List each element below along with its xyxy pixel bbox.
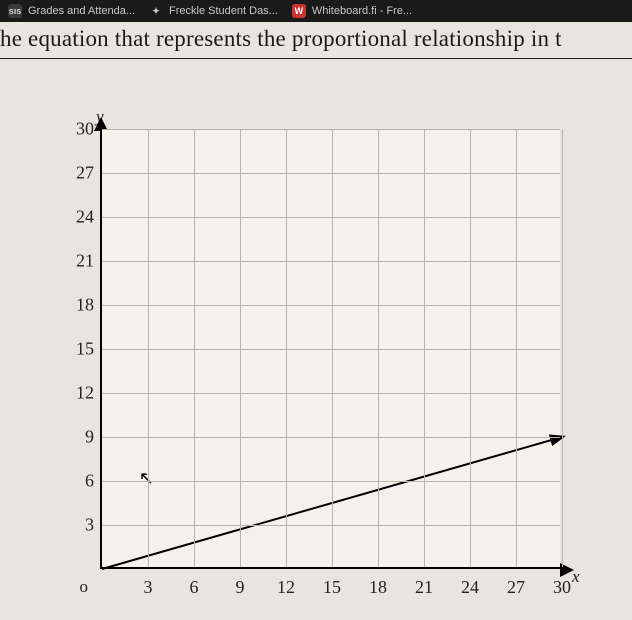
grid-line-vertical: [378, 129, 379, 567]
y-tick-label: 12: [62, 383, 102, 404]
grid-line-horizontal: [102, 129, 560, 130]
browser-tab[interactable]: sıs Grades and Attenda...: [8, 4, 135, 18]
grid-line-horizontal: [102, 349, 560, 350]
grid-line-vertical: [424, 129, 425, 567]
proportional-relationship-chart: y x o ↖ 36912151821242730369121518212427…: [50, 99, 610, 619]
tab-favicon: W: [292, 4, 306, 18]
grid-line-vertical: [470, 129, 471, 567]
grid-line-vertical: [562, 129, 563, 567]
y-tick-label: 3: [62, 515, 102, 536]
y-tick-label: 30: [62, 119, 102, 140]
grid-line-horizontal: [102, 261, 560, 262]
x-tick-label: 3: [144, 567, 153, 598]
grid-line-horizontal: [102, 173, 560, 174]
x-tick-label: 27: [507, 567, 525, 598]
browser-tab[interactable]: ✦ Freckle Student Das...: [149, 4, 278, 18]
grid-line-vertical: [332, 129, 333, 567]
browser-tab-bar: sıs Grades and Attenda... ✦ Freckle Stud…: [0, 0, 632, 22]
question-text: he equation that represents the proporti…: [0, 22, 632, 59]
origin-label: o: [80, 567, 103, 597]
x-tick-label: 21: [415, 567, 433, 598]
x-tick-label: 18: [369, 567, 387, 598]
grid-line-vertical: [194, 129, 195, 567]
tab-label: Whiteboard.fi - Fre...: [312, 5, 412, 17]
x-tick-label: 9: [236, 567, 245, 598]
tab-favicon: ✦: [149, 4, 163, 18]
x-tick-label: 30: [553, 567, 571, 598]
grid-line-horizontal: [102, 525, 560, 526]
grid-line-horizontal: [102, 305, 560, 306]
y-tick-label: 9: [62, 427, 102, 448]
grid-line-vertical: [516, 129, 517, 567]
y-tick-label: 21: [62, 251, 102, 272]
tab-favicon: sıs: [8, 4, 22, 18]
tab-label: Freckle Student Das...: [169, 5, 278, 17]
browser-tab[interactable]: W Whiteboard.fi - Fre...: [292, 4, 412, 18]
x-tick-label: 12: [277, 567, 295, 598]
data-line: [102, 129, 560, 567]
x-tick-label: 6: [190, 567, 199, 598]
x-tick-label: 15: [323, 567, 341, 598]
grid-line-horizontal: [102, 481, 560, 482]
y-tick-label: 18: [62, 295, 102, 316]
y-tick-label: 27: [62, 163, 102, 184]
x-tick-label: 24: [461, 567, 479, 598]
grid-line-horizontal: [102, 217, 560, 218]
y-tick-label: 24: [62, 207, 102, 228]
grid-line-vertical: [240, 129, 241, 567]
grid-line-horizontal: [102, 393, 560, 394]
grid-line-horizontal: [102, 437, 560, 438]
grid-line-vertical: [148, 129, 149, 567]
y-tick-label: 15: [62, 339, 102, 360]
tab-label: Grades and Attenda...: [28, 5, 135, 17]
y-tick-label: 6: [62, 471, 102, 492]
plot-area: o ↖ 3691215182124273036912151821242730: [100, 129, 560, 569]
grid-line-vertical: [286, 129, 287, 567]
